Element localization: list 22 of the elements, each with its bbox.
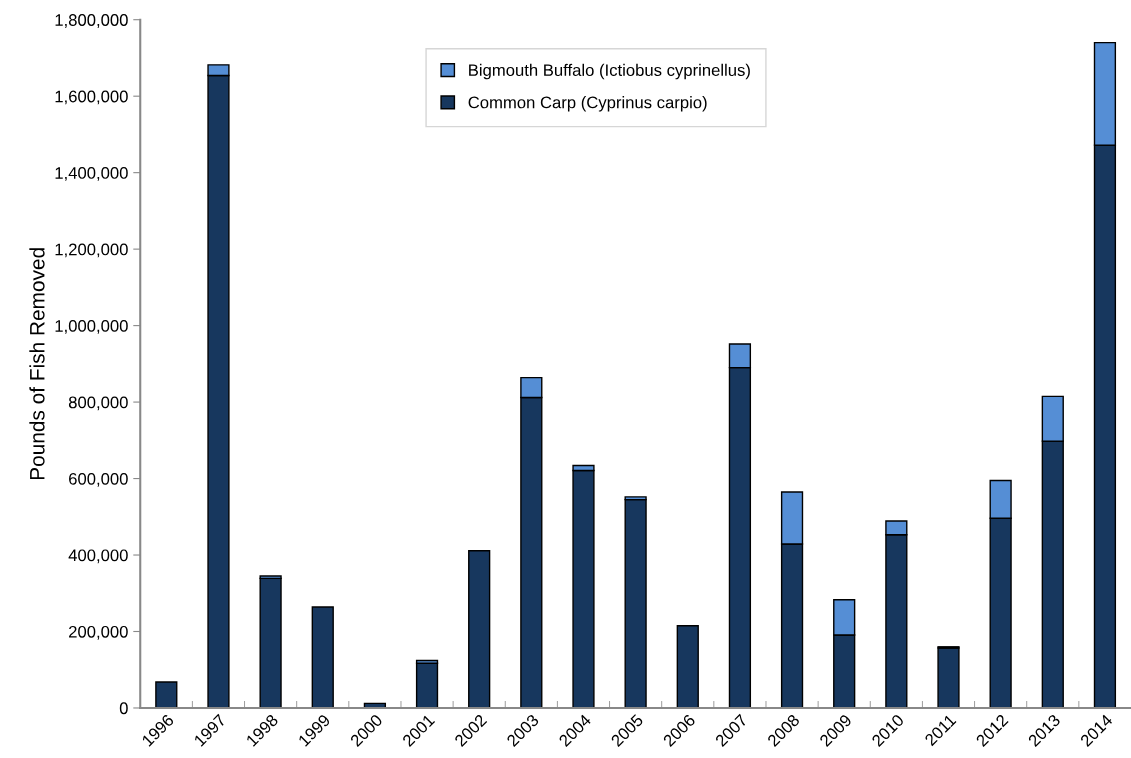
y-tick-label: 1,400,000 (55, 167, 128, 181)
legend-label: Common Carp (Cyprinus carpio) (468, 96, 707, 112)
y-tick-label: 400,000 (68, 549, 128, 564)
bar (415, 662, 439, 708)
y-axis-title: Pounds of Fish Removed (29, 248, 45, 480)
y-tick-label: 200,000 (69, 625, 128, 640)
bar (676, 625, 699, 708)
legend-label: Bigmouth Buffalo (Ictiobus cyprinellus) (469, 63, 750, 80)
y-tick-label: 1,000,000 (55, 320, 128, 334)
y-tick-label: 1,800,000 (55, 14, 128, 28)
bar (311, 606, 334, 708)
y-tick-label: 0 (119, 702, 128, 715)
y-tick-label: 1,200,000 (55, 243, 128, 258)
bar (468, 550, 491, 708)
bar (937, 647, 960, 708)
bar (259, 577, 282, 708)
y-tick-label: 800,000 (68, 396, 128, 411)
y-tick-label: 600,000 (69, 472, 128, 487)
bar (572, 469, 595, 708)
y-tick-label: 1,600,000 (55, 90, 128, 105)
bar (624, 498, 647, 708)
bar (155, 681, 178, 708)
